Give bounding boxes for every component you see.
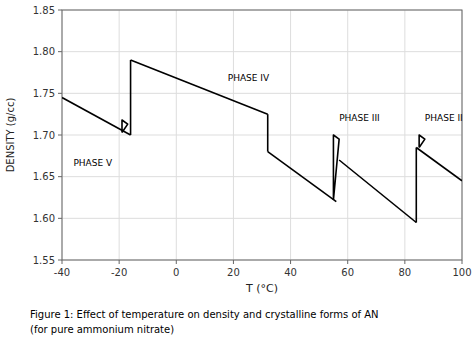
y-tick-label: 1.60 xyxy=(33,213,55,224)
x-tick xyxy=(404,260,405,264)
x-tick-label: 100 xyxy=(452,267,471,278)
x-tick-label: 40 xyxy=(284,267,297,278)
x-tick xyxy=(62,260,63,264)
x-tick xyxy=(176,260,177,264)
grid-line xyxy=(62,135,462,136)
caption: Figure 1: Effect of temperature on densi… xyxy=(30,309,379,335)
x-axis-label: T (°C) xyxy=(245,282,278,295)
plot-frame xyxy=(62,10,462,260)
curve xyxy=(130,60,132,135)
x-tick-label: -40 xyxy=(54,267,70,278)
x-tick xyxy=(290,260,291,264)
grid-line xyxy=(62,51,462,52)
curve xyxy=(268,152,337,202)
x-tick-label: 80 xyxy=(398,267,411,278)
annotations: PHASE V PHASE IV PHASE III PHASE II xyxy=(73,73,462,168)
x-tick-label: 0 xyxy=(173,267,179,278)
caption-line: Figure 1: Effect of temperature on densi… xyxy=(30,309,379,320)
grid-line xyxy=(62,93,462,94)
y-tick xyxy=(58,135,62,136)
caption-line: (for pure ammonium nitrate) xyxy=(30,324,174,335)
x-tick-label: -20 xyxy=(111,267,127,278)
y-axis-label: DENSITY (g/cc) xyxy=(5,98,16,173)
y-tick-label: 1.80 xyxy=(33,46,55,57)
curve xyxy=(122,120,128,133)
phase-label: PHASE III xyxy=(339,113,380,123)
y-tick-label: 1.75 xyxy=(33,88,55,99)
x-tick xyxy=(347,260,348,264)
x-tick xyxy=(233,260,234,264)
x-tick-label: 60 xyxy=(341,267,354,278)
grid-line xyxy=(62,218,462,219)
curve xyxy=(416,148,462,181)
curve xyxy=(131,60,268,114)
y-tick xyxy=(58,218,62,219)
y-tick xyxy=(58,260,62,261)
x-tick xyxy=(119,260,120,264)
x-tick-label: 20 xyxy=(227,267,240,278)
grid-line xyxy=(62,176,462,177)
y-tick xyxy=(58,176,62,177)
phase-label: PHASE V xyxy=(73,158,113,168)
curve xyxy=(339,160,416,223)
lines xyxy=(62,60,462,223)
y-tick-label: 1.70 xyxy=(33,130,55,141)
curve xyxy=(267,114,269,152)
y-tick xyxy=(58,10,62,11)
axes: -40 -20 0 20 40 60 80 100 1.55 1.60 1.65 1.70 1.75 1.… xyxy=(33,5,472,279)
phase-label: PHASE IV xyxy=(228,73,270,83)
phase-label: PHASE II xyxy=(425,113,463,123)
y-tick-label: 1.65 xyxy=(33,171,55,182)
curve xyxy=(419,135,425,148)
y-tick-label: 1.55 xyxy=(33,255,55,266)
curve xyxy=(62,98,131,136)
chart: -40 -20 0 20 40 60 80 100 1.55 1.60 1.65 1.70 1.75 1.… xyxy=(0,0,474,347)
x-tick xyxy=(462,260,463,264)
y-tick-label: 1.85 xyxy=(33,5,55,16)
curve xyxy=(415,148,417,223)
y-tick xyxy=(58,51,62,52)
grid xyxy=(62,10,462,260)
curve xyxy=(333,135,339,200)
y-tick xyxy=(58,93,62,94)
